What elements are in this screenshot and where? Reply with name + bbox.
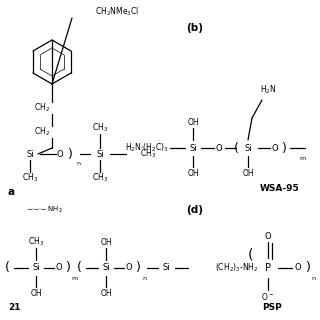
Text: OH: OH <box>100 289 112 298</box>
Text: O: O <box>56 263 62 273</box>
Text: O: O <box>57 149 63 158</box>
Text: $\mathregular{CH_3}$: $\mathregular{CH_3}$ <box>92 172 108 184</box>
Text: a: a <box>8 187 15 197</box>
Text: $\mathregular{\smile\!\!\!\smile\!\!\!\smile NH_2}$: $\mathregular{\smile\!\!\!\smile\!\!\!\s… <box>25 205 63 215</box>
Text: Si: Si <box>26 149 34 158</box>
Text: n: n <box>76 161 80 165</box>
Text: m: m <box>299 156 305 161</box>
Text: $\mathregular{CH_2NMe_3Cl}$: $\mathregular{CH_2NMe_3Cl}$ <box>95 6 139 18</box>
Text: n: n <box>142 276 146 281</box>
Text: $\mathregular{CH_2}$: $\mathregular{CH_2}$ <box>34 126 50 138</box>
Text: $\mathregular{CH_3}$: $\mathregular{CH_3}$ <box>22 172 38 184</box>
Text: (: ( <box>248 247 253 261</box>
Text: P: P <box>265 263 271 273</box>
Text: ): ) <box>68 148 73 161</box>
Text: n: n <box>311 276 315 281</box>
Text: ): ) <box>282 141 287 155</box>
Text: $\mathregular{CH_3}$: $\mathregular{CH_3}$ <box>92 122 108 134</box>
Text: $\mathregular{CH_3}$: $\mathregular{CH_3}$ <box>28 236 44 248</box>
Text: O: O <box>265 231 271 241</box>
Text: PSP: PSP <box>262 303 282 313</box>
Text: m: m <box>71 276 77 281</box>
Text: Si: Si <box>162 263 170 273</box>
Text: 21: 21 <box>8 303 20 313</box>
Text: $\mathregular{CH_3}$: $\mathregular{CH_3}$ <box>140 148 156 160</box>
Text: (: ( <box>77 261 82 275</box>
Text: OH: OH <box>30 289 42 298</box>
Text: $\mathregular{O^-}$: $\mathregular{O^-}$ <box>261 292 275 302</box>
Text: (d): (d) <box>187 205 204 215</box>
Text: O: O <box>272 143 278 153</box>
Text: ): ) <box>306 261 311 275</box>
Text: (: ( <box>234 141 239 155</box>
Text: $\mathregular{H_2N}$: $\mathregular{H_2N}$ <box>260 84 276 96</box>
Text: Si: Si <box>189 143 197 153</box>
Text: $\mathregular{CH_2}$: $\mathregular{CH_2}$ <box>34 102 50 114</box>
Text: $\mathregular{(CH_2)_3{\text{-}}NH_2}$: $\mathregular{(CH_2)_3{\text{-}}NH_2}$ <box>215 262 259 274</box>
Text: OH: OH <box>187 169 199 178</box>
Text: OH: OH <box>187 117 199 126</box>
Text: O: O <box>295 263 301 273</box>
Text: ): ) <box>136 261 141 275</box>
Text: O: O <box>216 143 222 153</box>
Text: Si: Si <box>102 263 110 273</box>
Text: $\mathregular{H_2N{\cdot}(H_2C)_3}$: $\mathregular{H_2N{\cdot}(H_2C)_3}$ <box>124 142 168 154</box>
Text: Si: Si <box>244 143 252 153</box>
Text: (: ( <box>5 261 10 275</box>
Text: Si: Si <box>96 149 104 158</box>
Text: OH: OH <box>242 169 254 178</box>
Text: O: O <box>126 263 132 273</box>
Text: Si: Si <box>32 263 40 273</box>
Text: ): ) <box>66 261 71 275</box>
Text: OH: OH <box>100 237 112 246</box>
Text: (b): (b) <box>187 23 204 33</box>
Text: WSA-95: WSA-95 <box>260 183 300 193</box>
